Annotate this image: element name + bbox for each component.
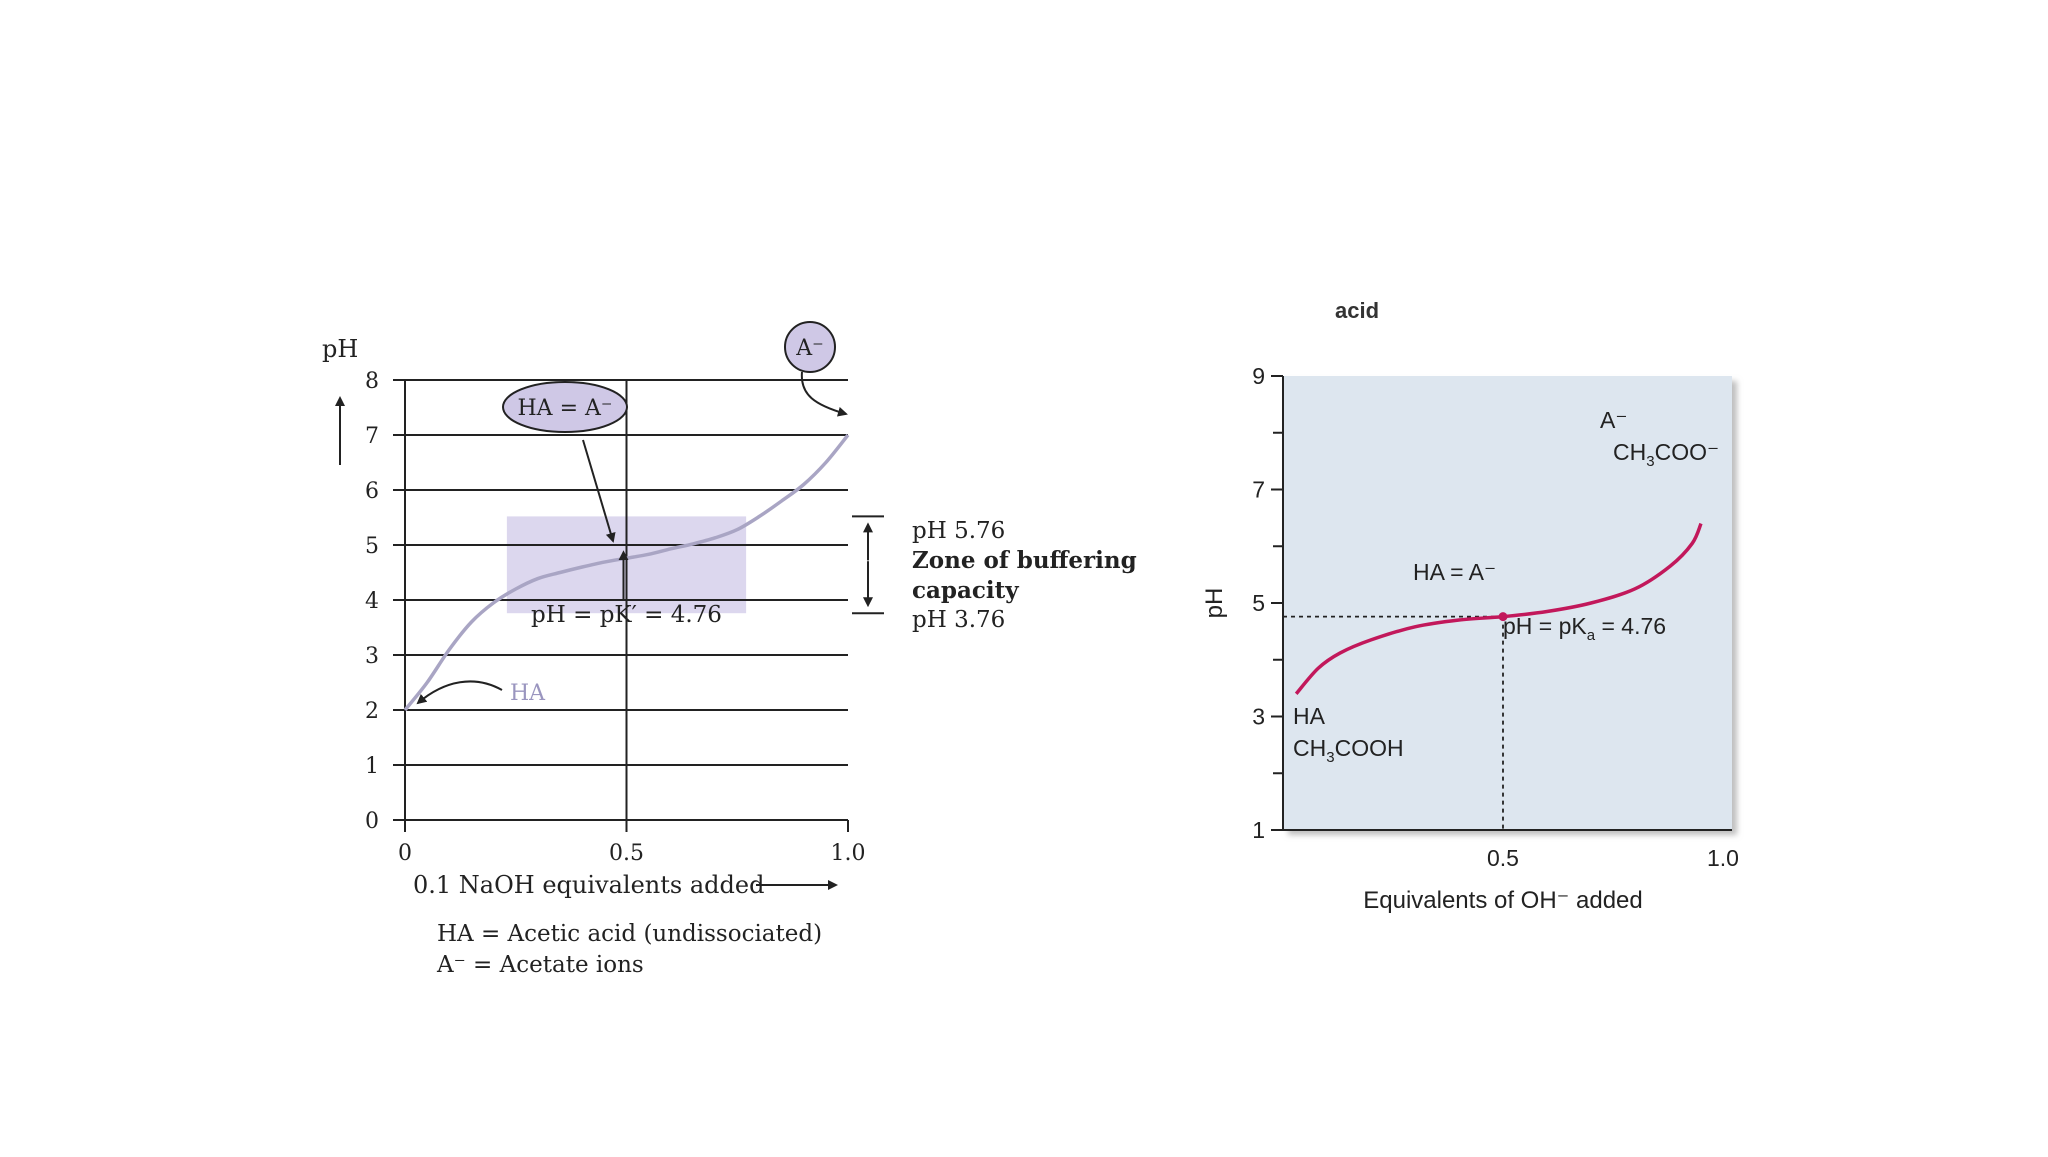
left-y-tick-5: 5: [365, 534, 379, 559]
midpoint-marker: [1498, 612, 1508, 622]
left-y-tick-7: 7: [365, 424, 379, 449]
zone-bottom-label: pH 3.76: [912, 607, 1005, 633]
acid-ch: CH: [1293, 735, 1326, 761]
acetate-formula: CH3COO⁻: [1613, 439, 1719, 470]
left-titration-chart: 0 1 2 3 4 5 6 7 8 0 0.5 1.0 pH 0.1 NaOH equivalent…: [322, 321, 1137, 978]
left-y-tick-1: 1: [365, 754, 379, 779]
left-gridlines: [393, 379, 848, 821]
ha-equals-a-label: HA = A⁻: [518, 396, 613, 421]
ha-pointer-arrow: [416, 680, 503, 705]
right-pka-label: pH = pKa = 4.76: [1503, 613, 1666, 644]
right-y-tick-9: 9: [1252, 363, 1265, 389]
right-a-minus-label: A⁻: [1600, 407, 1627, 433]
ha-equals-a-arrow: [582, 439, 616, 543]
acid-rest: COOH: [1335, 735, 1404, 761]
zone-top-label: pH 5.76: [912, 518, 1005, 544]
pka-value: = 4.76: [1595, 613, 1666, 639]
left-y-tick-2: 2: [365, 699, 379, 724]
left-x-tick-1.0: 1.0: [831, 841, 866, 866]
legend-a-minus: A⁻ = Acetate ions: [436, 952, 644, 978]
left-y-tick-0: 0: [365, 809, 379, 834]
left-x-tick-0: 0: [398, 841, 412, 866]
left-y-tick-4: 4: [365, 589, 379, 614]
right-plot-panel: [1283, 376, 1732, 830]
right-y-tick-3: 3: [1252, 704, 1265, 730]
right-y-tick-5: 5: [1252, 590, 1265, 616]
right-titration-chart: acid 1 3 5 7 9 0.5 1.0 pH Equivalents of OH⁻ …: [1201, 298, 1739, 914]
a-minus-arrow: [800, 371, 848, 417]
right-ha-label: HA: [1293, 703, 1326, 729]
acetate-rest: COO⁻: [1655, 439, 1720, 465]
right-y-tick-1: 1: [1252, 817, 1265, 843]
right-y-axis-label: pH: [1201, 588, 1228, 619]
right-y-ticks: 1 3 5 7 9: [1252, 363, 1283, 843]
acetic-acid-formula: CH3COOH: [1293, 735, 1404, 766]
a-minus-label: A⁻: [795, 336, 824, 361]
right-x-axis-label: Equivalents of OH⁻ added: [1363, 887, 1643, 914]
left-x-tick-0.5: 0.5: [609, 841, 644, 866]
zone-title-line1: Zone of buffering: [912, 547, 1137, 574]
left-y-axis-label: pH: [322, 335, 358, 363]
acid-sub: 3: [1326, 749, 1334, 766]
pk-label: pH = pK′ = 4.76: [531, 602, 722, 628]
left-y-tick-8: 8: [365, 369, 379, 394]
left-y-tick-6: 6: [365, 479, 379, 504]
acetate-ch: CH: [1613, 439, 1646, 465]
buffer-zone-bracket: [852, 515, 884, 615]
a-minus-circle: [784, 321, 836, 373]
ha-label: HA: [510, 681, 546, 706]
acetate-sub: 3: [1646, 453, 1654, 470]
zone-title-line2: capacity: [912, 577, 1019, 604]
pka-subscript: a: [1587, 627, 1596, 644]
pka-text: pH = pK: [1503, 613, 1587, 639]
cut-off-title: acid: [1335, 298, 1379, 323]
left-y-tick-3: 3: [365, 644, 379, 669]
right-x-tick-0.5: 0.5: [1487, 845, 1519, 871]
ha-equals-a-ellipse: [502, 381, 628, 433]
left-y-ticks: 0 1 2 3 4 5 6 7 8: [365, 369, 379, 834]
right-x-tick-1.0: 1.0: [1707, 845, 1739, 871]
right-ha-equals-a-label: HA = A⁻: [1413, 559, 1496, 585]
legend-ha: HA = Acetic acid (undissociated): [437, 921, 822, 947]
left-x-axis-label: 0.1 NaOH equivalents added: [413, 871, 764, 899]
right-y-tick-7: 7: [1252, 477, 1265, 503]
left-x-ticks: 0 0.5 1.0: [398, 820, 866, 866]
right-x-ticks: 0.5 1.0: [1487, 845, 1739, 871]
